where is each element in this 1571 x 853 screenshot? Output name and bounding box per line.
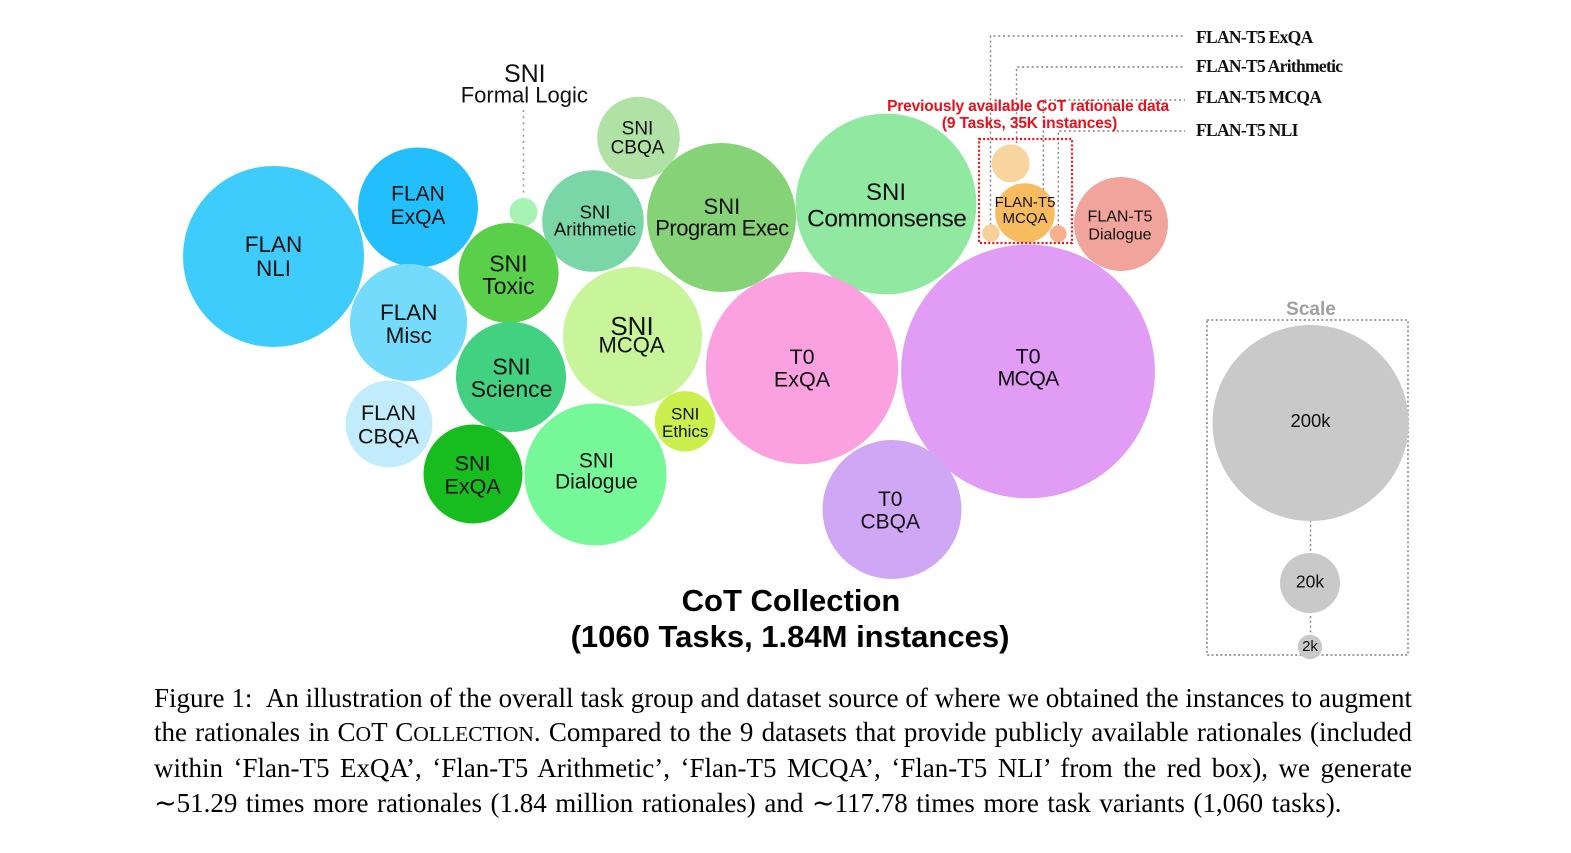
svg-text:Commonsense: Commonsense <box>807 205 966 232</box>
svg-text:ExQA: ExQA <box>391 206 446 229</box>
svg-text:T0: T0 <box>878 488 903 511</box>
svg-text:200k: 200k <box>1290 410 1331 431</box>
svg-text:(1060 Tasks, 1.84M instances): (1060 Tasks, 1.84M instances) <box>571 619 1010 654</box>
svg-text:CBQA: CBQA <box>611 138 665 159</box>
svg-text:(9 Tasks, 35K instances): (9 Tasks, 35K instances) <box>942 115 1117 132</box>
svg-text:FLAN: FLAN <box>245 232 303 257</box>
svg-text:Misc: Misc <box>386 323 432 348</box>
svg-text:SNI: SNI <box>866 179 906 206</box>
svg-text:SNI: SNI <box>492 354 530 380</box>
svg-text:SNI: SNI <box>580 202 611 223</box>
svg-text:2k: 2k <box>1302 638 1318 655</box>
svg-text:T0: T0 <box>1015 345 1040 369</box>
svg-text:MCQA: MCQA <box>599 333 665 358</box>
svg-text:Dialogue: Dialogue <box>1088 227 1151 244</box>
svg-text:Program Exec: Program Exec <box>655 216 789 241</box>
svg-text:SNI: SNI <box>504 60 546 88</box>
svg-text:NLI: NLI <box>256 256 291 281</box>
svg-text:FLAN-T5 ExQA: FLAN-T5 ExQA <box>1196 27 1314 47</box>
svg-text:SNI: SNI <box>704 194 741 219</box>
svg-text:FLAN-T5 Arithmetic: FLAN-T5 Arithmetic <box>1196 56 1343 76</box>
svg-text:MCQA: MCQA <box>998 367 1060 391</box>
svg-text:FLAN-T5 NLI: FLAN-T5 NLI <box>1196 120 1299 140</box>
svg-text:CBQA: CBQA <box>860 511 920 534</box>
svg-text:SNI: SNI <box>455 452 491 476</box>
svg-text:Dialogue: Dialogue <box>555 471 638 494</box>
svg-text:Toxic: Toxic <box>482 273 534 299</box>
svg-text:T0: T0 <box>789 345 814 369</box>
svg-text:FLAN: FLAN <box>391 183 445 206</box>
svg-text:SNI: SNI <box>622 119 654 140</box>
svg-text:ExQA: ExQA <box>774 368 831 392</box>
svg-text:20k: 20k <box>1296 572 1324 592</box>
svg-text:MCQA: MCQA <box>1003 210 1048 227</box>
svg-text:Arithmetic: Arithmetic <box>554 219 636 240</box>
svg-text:Scale: Scale <box>1286 299 1336 320</box>
svg-text:FLAN-T5 MCQA: FLAN-T5 MCQA <box>1196 87 1322 107</box>
svg-text:SNI: SNI <box>610 311 653 341</box>
svg-text:CBQA: CBQA <box>358 425 420 449</box>
svg-text:CoT Collection: CoT Collection <box>682 583 901 618</box>
svg-text:FLAN-T5: FLAN-T5 <box>1088 209 1153 226</box>
svg-text:Previously available CoT ratio: Previously available CoT rationale data <box>887 98 1169 115</box>
svg-text:FLAN: FLAN <box>361 401 416 425</box>
svg-text:FLAN: FLAN <box>380 300 438 325</box>
svg-text:Ethics: Ethics <box>662 422 708 441</box>
svg-text:FLAN-T5: FLAN-T5 <box>995 194 1056 211</box>
svg-text:SNI: SNI <box>489 251 527 277</box>
svg-text:Formal Logic: Formal Logic <box>461 83 588 108</box>
svg-text:SNI: SNI <box>671 405 699 424</box>
svg-text:SNI: SNI <box>579 450 614 473</box>
svg-text:ExQA: ExQA <box>445 475 502 499</box>
svg-text:Science: Science <box>471 376 553 402</box>
